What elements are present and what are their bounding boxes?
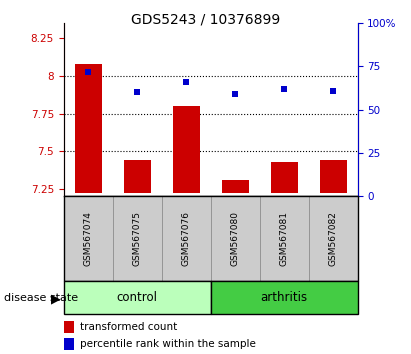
Text: GDS5243 / 10376899: GDS5243 / 10376899 xyxy=(131,12,280,27)
Bar xyxy=(75,64,102,193)
Point xyxy=(281,86,287,92)
Text: transformed count: transformed count xyxy=(80,322,177,332)
Bar xyxy=(64,321,74,333)
Text: ▶: ▶ xyxy=(51,292,61,305)
Bar xyxy=(222,180,249,193)
Bar xyxy=(173,106,200,193)
Bar xyxy=(309,196,358,281)
Bar xyxy=(260,196,309,281)
Text: GSM567080: GSM567080 xyxy=(231,211,240,267)
Text: arthritis: arthritis xyxy=(261,291,308,304)
Text: disease state: disease state xyxy=(4,293,78,303)
Bar xyxy=(124,160,151,193)
Text: control: control xyxy=(117,291,158,304)
Bar xyxy=(211,281,358,314)
Text: GSM567075: GSM567075 xyxy=(133,211,142,267)
Bar xyxy=(162,196,211,281)
Point xyxy=(183,79,189,85)
Bar xyxy=(320,160,346,193)
Point xyxy=(134,90,141,95)
Bar xyxy=(270,162,298,193)
Point xyxy=(85,69,92,74)
Text: GSM567074: GSM567074 xyxy=(84,211,93,267)
Bar xyxy=(113,196,162,281)
Bar xyxy=(64,338,74,350)
Text: GSM567082: GSM567082 xyxy=(328,211,337,267)
Text: GSM567081: GSM567081 xyxy=(279,211,289,267)
Bar xyxy=(211,196,260,281)
Bar xyxy=(64,281,210,314)
Bar xyxy=(64,196,113,281)
Point xyxy=(232,91,238,97)
Text: percentile rank within the sample: percentile rank within the sample xyxy=(80,339,256,349)
Point xyxy=(330,88,336,93)
Text: GSM567076: GSM567076 xyxy=(182,211,191,267)
